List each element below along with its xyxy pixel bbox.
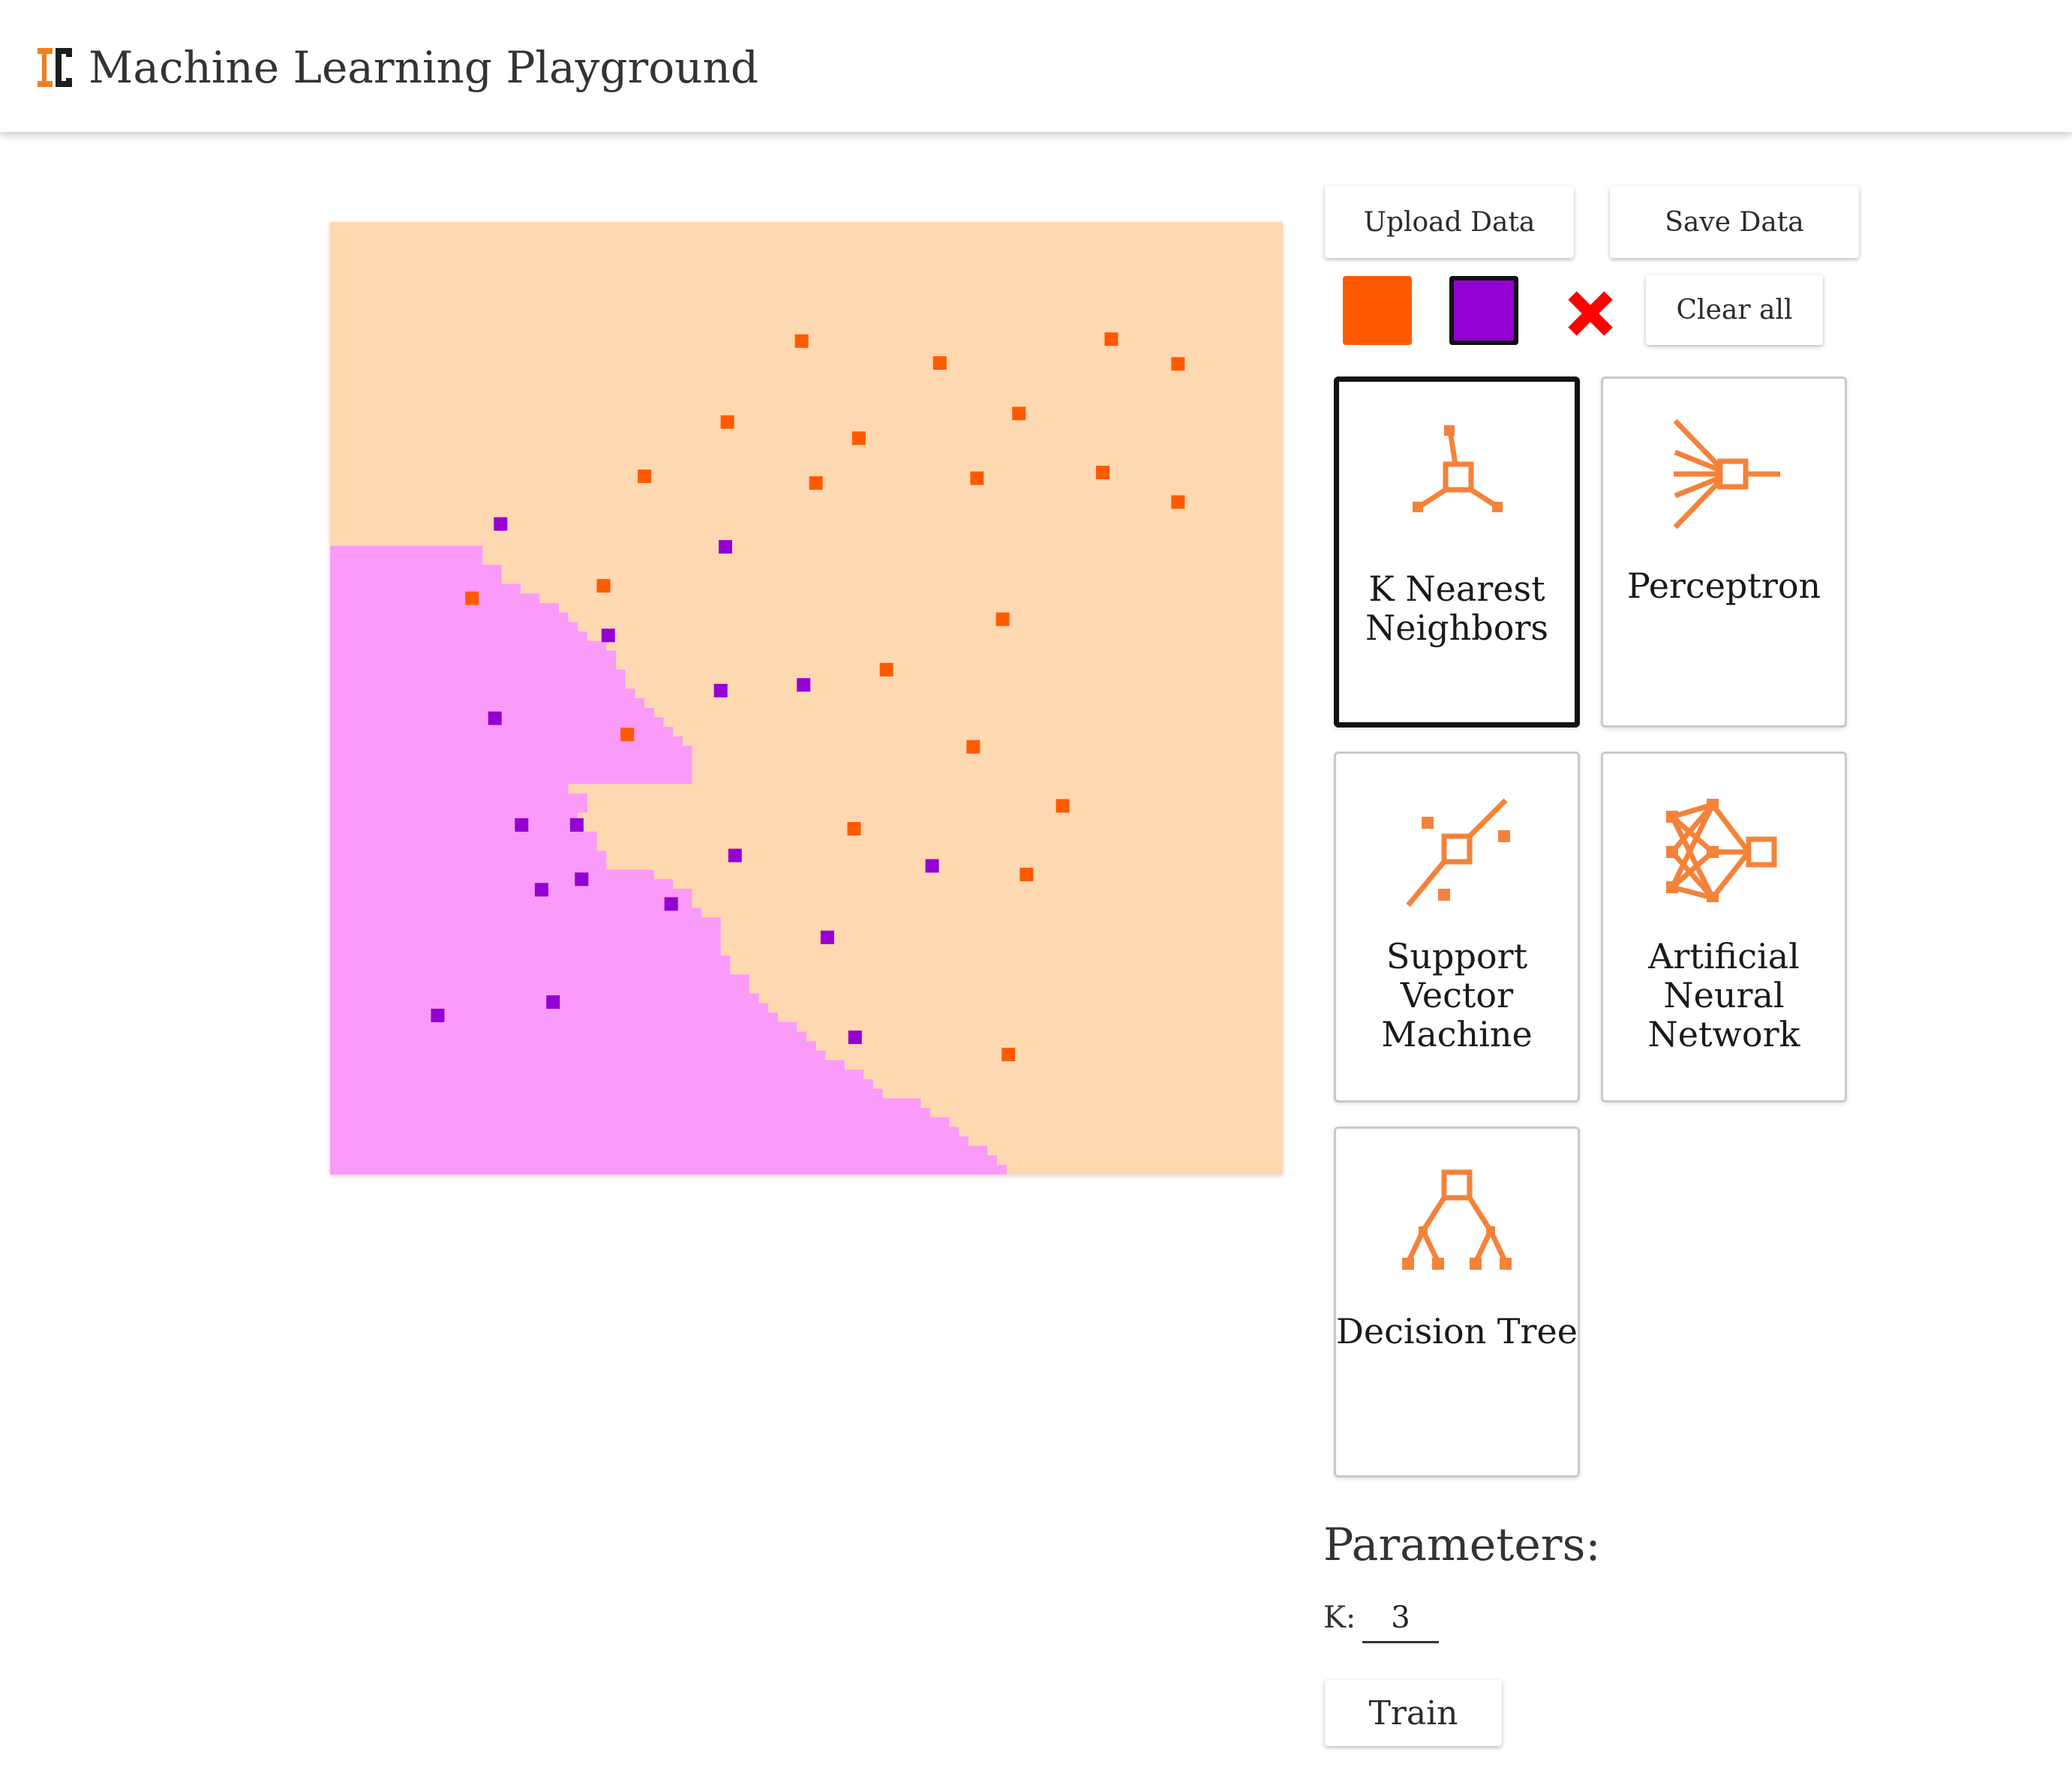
- orange-data-point: [1001, 1048, 1016, 1061]
- orange-data-point: [1096, 466, 1110, 479]
- model-card-perceptron[interactable]: Perceptron: [1601, 376, 1847, 728]
- orange-data-point: [1019, 868, 1034, 881]
- perceptron-icon: [1673, 418, 1780, 530]
- purple-data-point: [534, 883, 548, 897]
- model-label-decision-tree: Decision Tree: [1336, 1311, 1578, 1352]
- orange-data-point: [995, 612, 1010, 626]
- neural-network-icon: [1666, 799, 1777, 902]
- parameters-heading: Parameters:: [1323, 1519, 1601, 1571]
- model-label-perceptron: Perceptron: [1626, 566, 1821, 606]
- save-data-button[interactable]: Save Data: [1610, 186, 1859, 258]
- orange-data-point: [1171, 357, 1185, 371]
- orange-data-point: [720, 415, 734, 429]
- data-canvas[interactable]: [330, 222, 1283, 1174]
- orange-data-point: [596, 579, 611, 593]
- orange-data-point: [809, 476, 823, 490]
- decision-boundary-plot[interactable]: [330, 222, 1283, 1174]
- orange-class-swatch[interactable]: [1343, 276, 1412, 345]
- purple-data-point: [797, 678, 811, 692]
- model-card-knn[interactable]: K Nearest Neighbors: [1334, 376, 1580, 728]
- orange-data-point: [638, 470, 652, 484]
- purple-data-point: [494, 517, 508, 531]
- svm-icon: [1406, 798, 1510, 908]
- purple-data-point: [488, 711, 502, 725]
- decision-tree-icon: [1402, 1169, 1512, 1270]
- model-card-ann[interactable]: Artificial Neural Network: [1601, 752, 1847, 1102]
- clear-all-button[interactable]: Clear all: [1646, 274, 1823, 345]
- k-parameter-input[interactable]: [1362, 1594, 1439, 1643]
- purple-class-region: [330, 545, 1007, 1174]
- app-title: Machine Learning Playground: [89, 42, 758, 93]
- orange-data-point: [1104, 332, 1119, 346]
- model-label-ann: Artificial Neural Network: [1647, 936, 1800, 1054]
- purple-data-point: [515, 818, 529, 832]
- orange-data-point: [879, 662, 893, 676]
- purple-data-point: [569, 818, 584, 832]
- orange-data-point: [970, 471, 984, 485]
- purple-data-point: [575, 872, 589, 886]
- upload-data-button[interactable]: Upload Data: [1325, 186, 1574, 258]
- ml-playground-logo-icon: [38, 48, 72, 87]
- orange-data-point: [847, 822, 861, 836]
- purple-data-point: [431, 1008, 445, 1022]
- purple-class-swatch[interactable]: [1449, 276, 1518, 345]
- model-label-svm: Support Vector Machine: [1381, 936, 1533, 1054]
- purple-data-point: [719, 540, 732, 554]
- orange-data-point: [465, 591, 479, 605]
- eraser-x-icon[interactable]: [1565, 288, 1616, 339]
- orange-data-point: [851, 431, 866, 446]
- orange-data-point: [620, 728, 635, 742]
- purple-data-point: [820, 930, 834, 944]
- orange-data-point: [1171, 495, 1185, 509]
- model-card-decision-tree[interactable]: Decision Tree: [1334, 1126, 1580, 1478]
- purple-data-point: [728, 848, 742, 862]
- k-parameter-label: K:: [1323, 1600, 1356, 1635]
- app-header: Machine Learning Playground: [0, 0, 2072, 132]
- purple-data-point: [713, 683, 728, 698]
- purple-data-point: [925, 859, 939, 873]
- orange-data-point: [932, 356, 947, 370]
- purple-data-point: [848, 1030, 862, 1045]
- orange-data-point: [794, 334, 809, 348]
- knn-icon: [1413, 425, 1503, 512]
- model-card-svm[interactable]: Support Vector Machine: [1334, 752, 1580, 1102]
- model-label-knn: K Nearest Neighbors: [1365, 568, 1548, 648]
- train-button[interactable]: Train: [1325, 1680, 1502, 1746]
- purple-data-point: [664, 897, 678, 911]
- orange-data-point: [1056, 799, 1070, 813]
- purple-data-point: [546, 995, 560, 1010]
- orange-data-point: [966, 740, 980, 754]
- purple-data-point: [601, 628, 615, 643]
- orange-data-point: [1012, 406, 1026, 421]
